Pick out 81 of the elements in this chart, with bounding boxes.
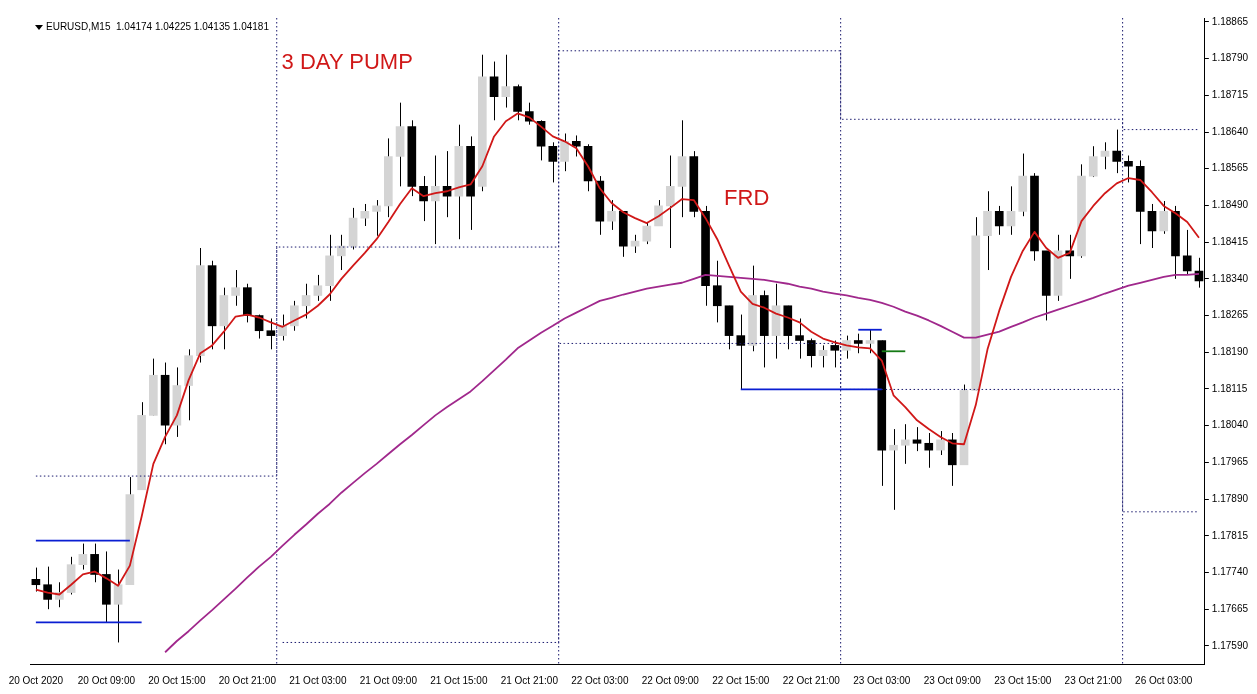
x-tick-label: 23 Oct 21:00 bbox=[1064, 674, 1123, 686]
y-tick-label: 1.17965 bbox=[1211, 456, 1249, 468]
candlestick bbox=[889, 428, 898, 511]
y-tick-label: 1.18190 bbox=[1211, 346, 1249, 358]
candlestick bbox=[936, 430, 945, 456]
x-tick-label: 21 Oct 03:00 bbox=[289, 674, 347, 686]
candlestick bbox=[795, 317, 804, 360]
candlestick bbox=[78, 543, 88, 571]
y-tick-label: 1.17740 bbox=[1211, 566, 1249, 578]
candlestick bbox=[290, 300, 299, 332]
candlestick bbox=[337, 234, 346, 271]
candlestick bbox=[489, 61, 499, 121]
candlestick bbox=[1124, 155, 1133, 183]
candlestick bbox=[912, 426, 922, 452]
candlestick bbox=[900, 423, 910, 465]
candlestick bbox=[113, 569, 123, 643]
y-tick-label: 1.17665 bbox=[1211, 602, 1249, 614]
candlestick bbox=[665, 155, 675, 249]
candlestick bbox=[1182, 229, 1192, 276]
candlestick bbox=[90, 543, 99, 583]
candlestick bbox=[736, 314, 746, 390]
candlestick bbox=[560, 133, 569, 172]
y-tick-label: 1.18715 bbox=[1211, 89, 1249, 101]
candlestick bbox=[43, 566, 52, 610]
y-tick-label: 1.18565 bbox=[1211, 162, 1249, 174]
candlestick bbox=[266, 317, 276, 350]
candlestick bbox=[313, 274, 323, 302]
x-tick-label: 21 Oct 09:00 bbox=[359, 674, 418, 686]
candlestick bbox=[1159, 200, 1169, 235]
candlestick bbox=[607, 199, 616, 231]
y-tick-label: 1.18265 bbox=[1211, 309, 1249, 321]
x-tick-label: 22 Oct 03:00 bbox=[571, 674, 629, 686]
y-tick-label: 1.17815 bbox=[1211, 529, 1249, 541]
candlestick bbox=[1147, 203, 1157, 249]
candlestick bbox=[231, 269, 240, 307]
y-tick-label: 1.18115 bbox=[1211, 382, 1248, 394]
x-tick-label: 23 Oct 15:00 bbox=[994, 674, 1052, 686]
candlestick bbox=[818, 344, 828, 368]
x-tick-label: 22 Oct 21:00 bbox=[782, 674, 841, 686]
candlestick bbox=[712, 260, 722, 323]
candlestick bbox=[571, 134, 581, 157]
y-tick-label: 1.18790 bbox=[1211, 52, 1249, 64]
candlestick bbox=[830, 340, 840, 368]
candlestick bbox=[994, 205, 1004, 236]
candlestick bbox=[1088, 145, 1098, 178]
candlestick bbox=[1100, 141, 1110, 170]
candlestick bbox=[301, 283, 311, 319]
candlestick bbox=[865, 329, 875, 354]
x-tick-label: 20 Oct 15:00 bbox=[148, 674, 206, 686]
y-tick-label: 1.18415 bbox=[1211, 235, 1249, 247]
x-tick-label: 23 Oct 09:00 bbox=[923, 674, 982, 686]
y-tick-label: 1.18340 bbox=[1211, 272, 1249, 284]
x-tick-label: 20 Oct 21:00 bbox=[218, 674, 277, 686]
candlestick bbox=[548, 141, 558, 183]
y-tick-label: 1.18040 bbox=[1211, 419, 1249, 431]
x-tick-label: 26 Oct 03:00 bbox=[1135, 674, 1193, 686]
x-tick-label: 21 Oct 15:00 bbox=[430, 674, 488, 686]
chart-title: EURUSD,M15 1.04174 1.04225 1.04135 1.04181 bbox=[46, 21, 269, 32]
annotation: 3 DAY PUMP bbox=[281, 49, 413, 75]
annotation: FRD bbox=[724, 184, 770, 210]
x-tick-label: 20 Oct 2020 bbox=[8, 674, 64, 686]
candlestick bbox=[1006, 185, 1016, 236]
y-tick-label: 1.17890 bbox=[1211, 492, 1249, 504]
x-tick-label: 22 Oct 15:00 bbox=[712, 674, 770, 686]
candlestick bbox=[806, 338, 816, 368]
candlestick bbox=[654, 199, 663, 227]
x-tick-label: 22 Oct 09:00 bbox=[641, 674, 700, 686]
x-tick-label: 23 Oct 03:00 bbox=[853, 674, 911, 686]
candlestick bbox=[1112, 129, 1122, 174]
y-tick-label: 1.18865 bbox=[1211, 15, 1249, 27]
y-tick-label: 1.18490 bbox=[1211, 199, 1249, 211]
candlestick bbox=[372, 199, 381, 237]
candlestick bbox=[501, 54, 511, 109]
x-tick-label: 20 Oct 09:00 bbox=[77, 674, 136, 686]
candlestick bbox=[853, 333, 863, 354]
candlestick bbox=[642, 221, 652, 245]
candlestick bbox=[31, 567, 41, 593]
x-tick-label: 21 Oct 21:00 bbox=[500, 674, 559, 686]
y-tick-label: 1.17590 bbox=[1211, 639, 1249, 651]
candlestick bbox=[924, 432, 934, 469]
y-tick-label: 1.18640 bbox=[1211, 125, 1249, 137]
